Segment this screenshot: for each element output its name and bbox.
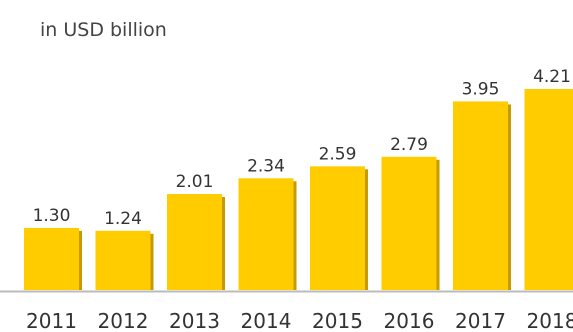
bar-2017: [453, 101, 508, 290]
bar-2013: [167, 194, 222, 290]
tick-label-2015: 2015: [312, 309, 363, 332]
value-label-2018: 4.21: [533, 67, 571, 87]
bar-2012: [95, 230, 151, 290]
value-label-2012: 1.24: [104, 209, 142, 229]
value-label-2017: 3.95: [462, 79, 500, 99]
value-label-2011: 1.30: [33, 206, 71, 226]
value-label-2014: 2.34: [247, 156, 285, 176]
tick-label-2012: 2012: [98, 309, 149, 332]
tick-label-2016: 2016: [384, 309, 435, 332]
value-label-2016: 2.79: [390, 135, 428, 155]
bar-2018: [524, 89, 573, 290]
value-label-2013: 2.01: [176, 172, 214, 192]
bar-2011: [24, 227, 79, 290]
bar-2015: [310, 166, 365, 290]
tick-label-2014: 2014: [241, 309, 292, 332]
bar-2014: [238, 178, 294, 290]
tick-label-2011: 2011: [26, 309, 77, 332]
tick-label-2013: 2013: [169, 309, 220, 332]
bar-2016: [381, 156, 437, 290]
unit-label: in USD billion: [40, 19, 167, 41]
x-tick-labels: 2011 2012 2013 2014 2015 2016 2017 2018: [26, 309, 573, 332]
value-label-2015: 2.59: [319, 144, 357, 164]
tick-label-2018: 2018: [527, 309, 573, 332]
bars-group: 1.30 1.24 2.01 2.34 2.59 2.79 3.95 4.21: [24, 67, 573, 290]
tick-label-2017: 2017: [455, 309, 506, 332]
